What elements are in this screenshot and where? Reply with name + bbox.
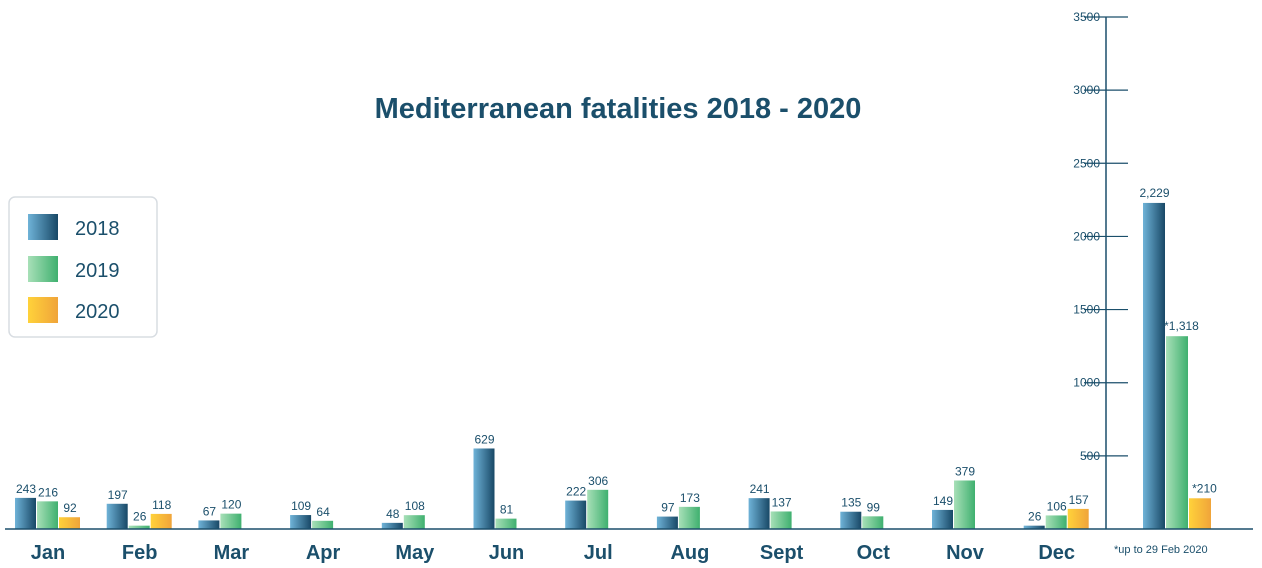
bar-feb-2018 [106, 503, 128, 529]
bar-dec-2020 [1067, 508, 1089, 529]
y-tick-label-2000: 2000 [1073, 229, 1100, 243]
y-tick-label-2500: 2500 [1073, 156, 1100, 170]
month-label-oct: Oct [857, 542, 891, 564]
value-label-oct-2019: 99 [867, 500, 881, 514]
bar-may-2018 [381, 522, 403, 529]
legend-label-2020: 2020 [75, 301, 120, 323]
y-tick-label-1500: 1500 [1073, 303, 1100, 317]
value-label-nov-2018: 149 [933, 494, 953, 508]
value-label-jan-2019: 216 [38, 485, 58, 499]
bar-jun-2018 [473, 448, 495, 529]
value-label-may-2018: 48 [386, 507, 400, 521]
total-axis: 500 1000 1500 2000 2500 3000 3500 [1073, 10, 1128, 529]
month-label-dec: Dec [1038, 542, 1075, 564]
bar-feb-2019 [128, 525, 150, 529]
bar-feb-2020 [150, 513, 172, 529]
value-label-nov-2019: 379 [955, 464, 975, 478]
value-label-may-2019: 108 [405, 499, 425, 513]
chart-title: Mediterranean fatalities 2018 - 2020 [375, 93, 862, 125]
bar-jan-2020 [59, 517, 80, 529]
bar-jul-2019 [587, 489, 609, 529]
value-label-oct-2018: 135 [841, 496, 861, 510]
month-label-jul: Jul [584, 542, 613, 564]
y-tick-label-3500: 3500 [1073, 10, 1100, 24]
value-label-feb-2020: 118 [152, 498, 171, 512]
total-value-label-2020: *210 [1192, 481, 1217, 495]
bar-may-2019 [403, 515, 425, 529]
total-bars: 2,229 *1,318 *210 [1139, 186, 1217, 529]
value-label-dec-2018: 26 [1028, 510, 1042, 524]
bar-apr-2019 [312, 520, 334, 529]
y-tick-label-1000: 1000 [1073, 376, 1100, 390]
legend: 2018 2019 2020 [8, 196, 158, 338]
month-label-jan: Jan [31, 542, 65, 564]
bar-jan-2019 [37, 501, 58, 529]
bar-dec-2019 [1045, 515, 1067, 529]
bar-sept-2018 [748, 498, 770, 529]
month-label-may: May [395, 542, 435, 564]
bar-jan-2018 [15, 497, 36, 529]
bar-aug-2018 [656, 516, 678, 529]
legend-swatch-2019 [28, 256, 58, 282]
legend-label-2018: 2018 [75, 218, 120, 240]
value-label-aug-2018: 97 [661, 501, 675, 515]
value-label-jan-2018: 243 [16, 482, 36, 496]
bar-dec-2018 [1023, 525, 1045, 529]
month-label-apr: Apr [306, 542, 341, 564]
value-label-sept-2019: 137 [772, 495, 792, 509]
y-tick-label-500: 500 [1080, 449, 1100, 463]
value-label-mar-2018: 67 [203, 504, 217, 518]
value-label-dec-2019: 106 [1047, 499, 1067, 513]
value-label-jun-2019: 81 [500, 503, 514, 517]
value-label-jul-2019: 306 [588, 474, 608, 488]
value-label-jul-2018: 222 [566, 485, 586, 499]
value-label-feb-2018: 197 [108, 488, 128, 502]
value-label-feb-2019: 26 [133, 510, 147, 524]
value-label-dec-2020: 157 [1069, 493, 1089, 507]
month-label-nov: Nov [946, 542, 985, 564]
month-label-jun: Jun [489, 542, 525, 564]
bar-apr-2018 [290, 515, 312, 529]
bar-nov-2019 [954, 480, 975, 529]
bar-jun-2019 [495, 518, 517, 529]
month-label-feb: Feb [122, 542, 158, 564]
bar-oct-2019 [862, 516, 884, 529]
total-value-label-2018: 2,229 [1139, 186, 1169, 200]
bar-oct-2018 [840, 511, 862, 529]
total-bar-2020 [1189, 498, 1211, 529]
value-label-jan-2020: 92 [63, 501, 77, 515]
total-bar-2019 [1166, 336, 1188, 529]
value-label-jun-2018: 629 [474, 432, 494, 446]
value-label-apr-2018: 109 [291, 499, 311, 513]
monthly-bars: 243 216 92 Jan 197 26 118 Feb 67 120 Mar 109 64 Apr 48… [15, 432, 1089, 564]
month-label-sept: Sept [760, 542, 804, 564]
value-label-aug-2019: 173 [680, 491, 700, 505]
bar-aug-2019 [678, 506, 700, 529]
value-label-apr-2019: 64 [316, 505, 330, 519]
total-bar-2018 [1143, 202, 1165, 529]
month-label-mar: Mar [214, 542, 250, 564]
month-label-aug: Aug [670, 542, 709, 564]
value-label-sept-2018: 241 [750, 482, 770, 496]
bar-jul-2018 [565, 500, 587, 529]
bar-mar-2018 [198, 520, 220, 529]
legend-swatch-2018 [28, 214, 58, 240]
value-label-mar-2019: 120 [221, 498, 241, 512]
bar-nov-2018 [932, 509, 953, 529]
total-note: *up to 29 Feb 2020 [1114, 544, 1208, 556]
bar-mar-2019 [220, 513, 242, 529]
legend-swatch-2020 [28, 297, 58, 323]
legend-label-2019: 2019 [75, 260, 120, 282]
bar-sept-2019 [770, 511, 792, 529]
y-tick-label-3000: 3000 [1073, 83, 1100, 97]
total-value-label-2019: *1,318 [1164, 319, 1199, 333]
